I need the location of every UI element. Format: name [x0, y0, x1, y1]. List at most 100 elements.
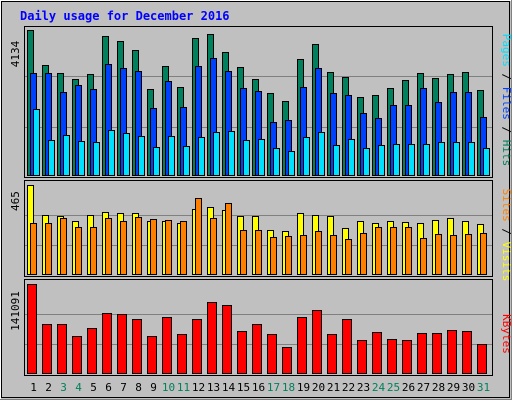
- x-label-day-28: 28: [432, 381, 445, 394]
- bar-sites-day-11: [180, 221, 187, 275]
- bar-pages-day-5: [93, 142, 100, 176]
- bar-pages-day-7: [123, 133, 130, 176]
- bar-kbytes-day-10: [162, 317, 172, 374]
- bar-sites-day-27: [420, 238, 427, 275]
- bar-kbytes-day-20: [312, 310, 322, 374]
- bar-sites-day-19: [300, 235, 307, 275]
- bar-kbytes-day-27: [417, 333, 427, 374]
- bar-sites-day-2: [45, 223, 52, 275]
- bar-pages-day-19: [303, 137, 310, 176]
- x-label-day-13: 13: [207, 381, 220, 394]
- bar-kbytes-day-13: [207, 302, 217, 374]
- bar-kbytes-day-17: [267, 334, 277, 374]
- bar-sites-day-15: [240, 230, 247, 275]
- bar-kbytes-day-12: [192, 319, 202, 374]
- bar-pages-day-22: [348, 139, 355, 176]
- bar-sites-day-26: [405, 227, 412, 275]
- bar-pages-day-13: [213, 132, 220, 176]
- x-label-day-22: 22: [342, 381, 355, 394]
- panel-frame-hits: [24, 26, 493, 178]
- bar-sites-day-9: [150, 219, 157, 275]
- bar-sites-day-5: [90, 227, 97, 275]
- bar-pages-day-28: [438, 142, 445, 176]
- bar-kbytes-day-25: [387, 339, 397, 374]
- bar-pages-day-12: [198, 137, 205, 176]
- bar-sites-day-7: [120, 221, 127, 275]
- x-label-day-26: 26: [402, 381, 415, 394]
- bar-pages-day-24: [378, 145, 385, 176]
- kbytes-legend: KBytes: [500, 314, 512, 354]
- bar-sites-day-8: [135, 217, 142, 275]
- bar-kbytes-day-11: [177, 334, 187, 374]
- x-label-day-17: 17: [267, 381, 280, 394]
- bar-kbytes-day-24: [372, 332, 382, 374]
- x-label-day-20: 20: [312, 381, 325, 394]
- bar-sites-day-4: [75, 227, 82, 275]
- bar-kbytes-day-31: [477, 344, 487, 374]
- bar-pages-day-15: [243, 140, 250, 176]
- x-label-day-15: 15: [237, 381, 250, 394]
- x-label-day-4: 4: [75, 381, 82, 394]
- x-label-day-1: 1: [30, 381, 37, 394]
- bar-pages-day-1: [33, 109, 40, 176]
- bar-kbytes-day-14: [222, 305, 232, 374]
- legend-entry-separator: /: [500, 222, 512, 235]
- visits-sites-legend: Sites / Visits: [500, 189, 512, 282]
- bar-kbytes-day-23: [357, 340, 367, 374]
- visits-sites-ymax-label: 465: [9, 191, 22, 211]
- bar-sites-day-16: [255, 230, 262, 275]
- bar-pages-day-31: [483, 148, 490, 176]
- x-label-day-24: 24: [372, 381, 386, 394]
- bar-kbytes-day-28: [432, 333, 442, 374]
- legend-entry-sites: Sites: [500, 189, 512, 222]
- x-label-day-19: 19: [297, 381, 310, 394]
- bar-kbytes-day-8: [132, 319, 142, 374]
- panel-frame-kbytes: [24, 279, 493, 376]
- bar-sites-day-30: [465, 234, 472, 275]
- bar-kbytes-day-5: [87, 328, 97, 374]
- bar-kbytes-day-16: [252, 324, 262, 374]
- bar-pages-day-23: [363, 148, 370, 176]
- bar-sites-day-12: [195, 198, 202, 275]
- bar-kbytes-day-29: [447, 330, 457, 374]
- legend-entry-visits: Visits: [500, 235, 512, 281]
- bar-sites-day-29: [450, 235, 457, 275]
- bar-kbytes-day-7: [117, 314, 127, 374]
- bar-pages-day-18: [288, 151, 295, 176]
- bar-sites-day-3: [60, 218, 67, 275]
- bar-sites-day-25: [390, 227, 397, 275]
- bar-pages-day-9: [153, 147, 160, 176]
- bar-sites-day-14: [225, 203, 232, 275]
- chart-title: Daily usage for December 2016: [20, 9, 230, 23]
- bar-sites-day-13: [210, 218, 217, 275]
- panel-frame-visits: [24, 180, 493, 277]
- bar-kbytes-day-30: [462, 331, 472, 374]
- bar-kbytes-day-19: [297, 317, 307, 374]
- bar-sites-day-18: [285, 236, 292, 275]
- x-label-day-3: 3: [60, 381, 67, 394]
- x-label-day-30: 30: [462, 381, 475, 394]
- bar-kbytes-day-26: [402, 340, 412, 374]
- bar-kbytes-day-21: [327, 334, 337, 374]
- bar-pages-day-26: [408, 144, 415, 176]
- bar-sites-day-24: [375, 227, 382, 275]
- x-label-day-14: 14: [222, 381, 236, 394]
- bar-sites-day-17: [270, 237, 277, 275]
- bar-pages-day-17: [273, 148, 280, 176]
- x-label-day-5: 5: [90, 381, 97, 394]
- bar-pages-day-4: [78, 141, 85, 176]
- x-label-day-11: 11: [177, 381, 190, 394]
- bar-pages-day-29: [453, 142, 460, 176]
- bar-pages-day-10: [168, 136, 175, 176]
- x-label-day-29: 29: [447, 381, 460, 394]
- x-label-day-27: 27: [417, 381, 430, 394]
- bar-kbytes-day-3: [57, 324, 67, 374]
- bar-kbytes-day-22: [342, 319, 352, 374]
- chart-bars: [25, 30, 492, 374]
- bar-kbytes-day-1: [27, 284, 37, 374]
- x-label-day-6: 6: [105, 381, 112, 394]
- bar-kbytes-day-2: [42, 324, 52, 374]
